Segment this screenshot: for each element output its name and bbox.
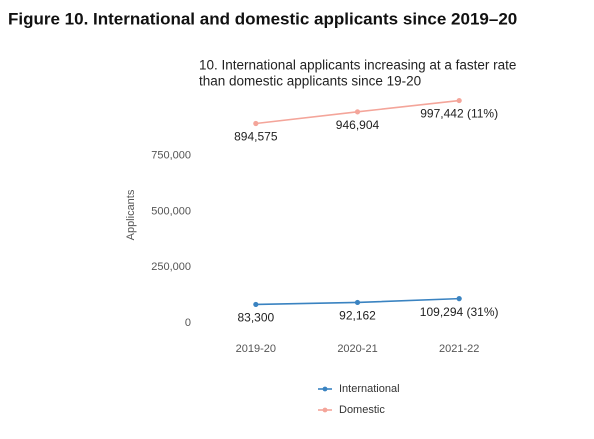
data-point	[354, 109, 361, 115]
data-label: 83,300	[237, 311, 274, 325]
y-tick-label: 250,000	[151, 261, 191, 273]
x-tick-label: 2020-21	[337, 343, 377, 355]
x-tick-label: 2019-20	[236, 343, 276, 355]
data-point	[456, 97, 462, 104]
y-tick-label: 500,000	[151, 205, 191, 217]
data-label: 92,162	[339, 309, 376, 323]
data-point	[253, 301, 259, 308]
legend-marker	[322, 407, 328, 413]
figure-title: Figure 10. International and domestic ap…	[8, 9, 517, 28]
x-tick-label: 2021-22	[439, 343, 479, 355]
data-point	[253, 120, 259, 127]
legend-marker	[322, 386, 328, 392]
chart-title: than domestic applicants since 19-20	[199, 74, 421, 89]
chart-title: 10. International applicants increasing …	[199, 58, 516, 73]
y-axis-label: Applicants	[125, 189, 137, 240]
data-label: 109,294 (31%)	[420, 305, 499, 319]
legend-label: International	[339, 383, 400, 395]
data-point	[354, 299, 361, 306]
data-label: 894,575	[234, 130, 278, 144]
data-label: 946,904	[336, 118, 380, 132]
y-tick-label: 750,000	[151, 150, 191, 162]
data-point	[456, 296, 462, 302]
y-tick-label: 0	[185, 317, 191, 329]
data-label: 997,442 (11%)	[420, 107, 498, 121]
legend-label: Domestic	[339, 404, 385, 416]
